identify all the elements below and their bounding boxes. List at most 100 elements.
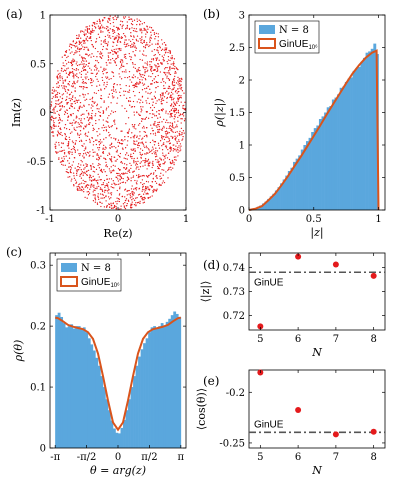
hist-bar (115, 432, 119, 448)
scatter-point (168, 158, 171, 161)
scatter-point (105, 161, 107, 164)
scatter-point (130, 81, 133, 83)
scatter-point (95, 92, 97, 95)
scatter-point (105, 164, 108, 166)
scatter-point (81, 82, 84, 84)
scatter-point (152, 29, 154, 31)
scatter-point (145, 111, 148, 113)
scatter-point (150, 31, 152, 33)
scatter-point (77, 77, 79, 79)
scatter-point (86, 116, 89, 118)
scatter-point (141, 30, 143, 32)
scatter-point (169, 161, 172, 163)
scatter-point (102, 197, 104, 199)
scatter-point (62, 62, 64, 64)
data-point-d (257, 323, 264, 330)
scatter-point (93, 171, 96, 173)
scatter-point (96, 56, 98, 58)
scatter-point (134, 76, 136, 78)
hist-bar (290, 167, 294, 210)
scatter-point (76, 188, 78, 190)
scatter-point (56, 86, 58, 88)
scatter-point (140, 108, 142, 110)
scatter-point (143, 201, 146, 203)
scatter-point (166, 72, 168, 74)
scatter-point (108, 114, 110, 117)
scatter-point (167, 70, 170, 72)
scatter-point (137, 40, 139, 42)
scatter-point (155, 182, 158, 184)
scatter-point (116, 97, 119, 99)
scatter-point (111, 183, 113, 185)
scatter-point (85, 39, 87, 41)
scatter-point (102, 45, 105, 48)
scatter-point (179, 130, 181, 133)
scatter-point (134, 30, 136, 32)
scatter-point (150, 83, 152, 86)
scatter-point (130, 203, 132, 205)
hist-bar (264, 201, 268, 210)
scatter-point (73, 175, 75, 177)
scatter-point (82, 164, 85, 166)
scatter-point (146, 193, 148, 195)
hist-bar (272, 193, 276, 210)
scatter-point (143, 74, 146, 77)
scatter-point (152, 59, 155, 61)
scatter-point (172, 67, 174, 69)
scatter-point (147, 97, 149, 99)
scatter-point (52, 135, 54, 137)
scatter-point (79, 106, 81, 108)
scatter-point (151, 195, 153, 197)
scatter-point (126, 24, 129, 27)
scatter-point (53, 121, 55, 124)
scatter-point (77, 169, 79, 171)
scatter-point (157, 69, 159, 71)
scatter-point (132, 136, 134, 138)
scatter-point (172, 107, 174, 110)
scatter-point (107, 106, 110, 108)
scatter-point (111, 29, 114, 31)
y-tick-label-a: -0.5 (27, 157, 46, 168)
scatter-point (90, 185, 92, 187)
scatter-point (150, 61, 153, 63)
scatter-point (98, 158, 101, 160)
scatter-point (117, 197, 120, 200)
scatter-point (144, 187, 147, 190)
scatter-point (66, 102, 68, 104)
scatter-point (143, 189, 145, 191)
scatter-point (118, 47, 121, 50)
scatter-point (106, 45, 109, 47)
scatter-point (58, 85, 61, 87)
hist-bar (350, 77, 353, 211)
scatter-point (123, 167, 126, 169)
scatter-point (161, 127, 164, 129)
scatter-point (89, 175, 92, 177)
scatter-point (144, 36, 147, 38)
scatter-point (157, 131, 159, 133)
scatter-point (89, 36, 92, 38)
scatter-point (177, 81, 180, 83)
scatter-point (167, 51, 169, 54)
scatter-point (84, 196, 86, 199)
scatter-point (124, 46, 127, 48)
scatter-point (89, 77, 92, 80)
scatter-point (76, 171, 78, 173)
scatter-point (69, 52, 72, 54)
scatter-point (53, 108, 55, 111)
scatter-point (153, 54, 155, 57)
scatter-point (150, 34, 152, 36)
scatter-point (124, 34, 126, 37)
scatter-point (59, 72, 61, 75)
hist-bar (339, 87, 343, 210)
scatter-point (165, 121, 167, 124)
scatter-point (133, 140, 135, 142)
scatter-point (167, 177, 169, 179)
scatter-point (52, 117, 55, 120)
y-tick-label-a: -1 (36, 206, 46, 217)
scatter-point (104, 171, 106, 173)
hist-bar (293, 161, 296, 210)
scatter-point (55, 105, 57, 107)
scatter-point (161, 138, 163, 140)
scatter-point (174, 135, 176, 137)
scatter-point (155, 43, 157, 45)
